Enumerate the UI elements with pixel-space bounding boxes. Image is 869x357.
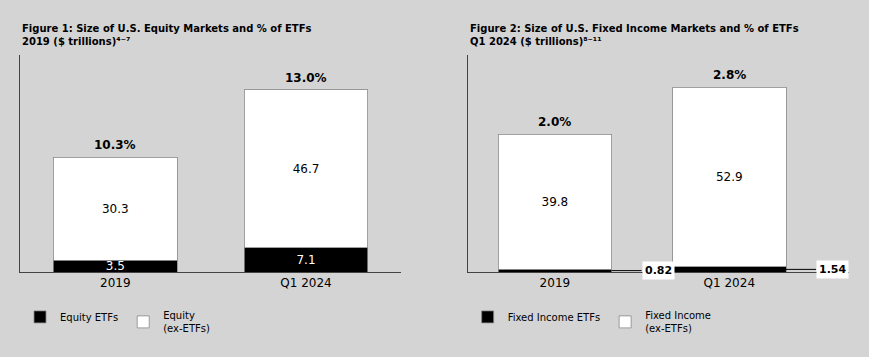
svg-text:Equity ETFs: Equity ETFs bbox=[60, 312, 118, 323]
svg-text:Q1 2024: Q1 2024 bbox=[704, 276, 755, 290]
svg-text:Q1 2024: Q1 2024 bbox=[280, 276, 331, 290]
svg-text:Fixed Income ETFs: Fixed Income ETFs bbox=[508, 312, 600, 323]
svg-text:52.9: 52.9 bbox=[716, 170, 743, 184]
svg-text:39.8: 39.8 bbox=[542, 195, 569, 209]
svg-text:0.82: 0.82 bbox=[645, 264, 672, 277]
svg-text:Equity(ex-ETFs): Equity(ex-ETFs) bbox=[163, 310, 210, 334]
svg-text:2.0%: 2.0% bbox=[538, 115, 571, 129]
svg-text:2019: 2019 bbox=[540, 276, 571, 290]
svg-text:30.3: 30.3 bbox=[102, 202, 129, 216]
svg-text:1.54: 1.54 bbox=[819, 263, 846, 276]
svg-text:2.8%: 2.8% bbox=[713, 68, 746, 82]
svg-text:10.3%: 10.3% bbox=[94, 138, 136, 152]
svg-text:46.7: 46.7 bbox=[293, 162, 320, 176]
svg-text:3.5: 3.5 bbox=[106, 259, 125, 273]
svg-text:Figure 1: Size of U.S. Equity: Figure 1: Size of U.S. Equity Markets an… bbox=[22, 23, 312, 47]
svg-text:2019: 2019 bbox=[100, 276, 131, 290]
svg-text:7.1: 7.1 bbox=[296, 253, 315, 267]
svg-text:Fixed Income(ex-ETFs): Fixed Income(ex-ETFs) bbox=[645, 310, 711, 334]
svg-text:Figure 2: Size of U.S. Fixed I: Figure 2: Size of U.S. Fixed Income Mark… bbox=[470, 23, 799, 47]
svg-text:13.0%: 13.0% bbox=[285, 71, 327, 85]
